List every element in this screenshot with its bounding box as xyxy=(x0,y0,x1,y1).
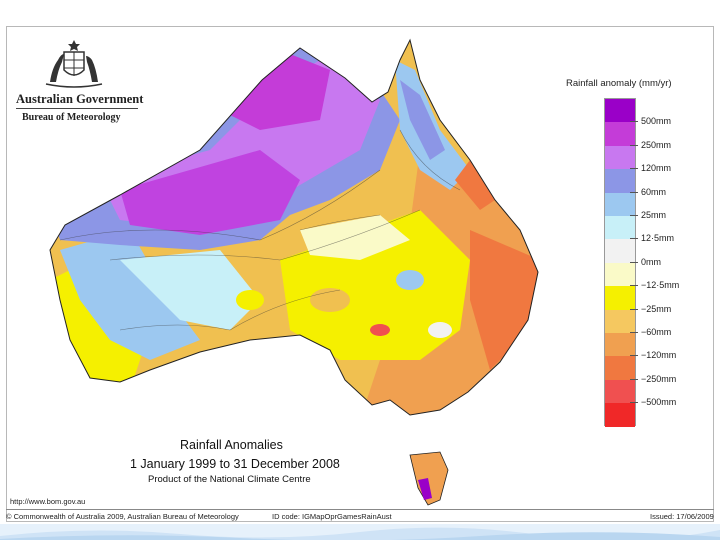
legend-label: 60mm xyxy=(641,186,667,197)
legend-label: 500mm xyxy=(641,116,672,127)
legend-tick xyxy=(630,238,638,240)
map-title: Rainfall Anomalies xyxy=(180,438,283,452)
legend-tick xyxy=(630,332,638,333)
legend-swatch xyxy=(605,356,635,381)
legend-tick xyxy=(630,378,638,380)
legend-swatch xyxy=(605,192,635,217)
legend-tick xyxy=(630,308,638,310)
legend-label: 25mm xyxy=(641,210,667,220)
legend-label: −60mm xyxy=(641,327,672,337)
anomaly-fill xyxy=(50,40,538,415)
map-period: 1 January 1999 to 31 December 2008 xyxy=(130,457,340,471)
divider xyxy=(16,108,138,109)
legend-swatch xyxy=(605,286,635,311)
legend-tick xyxy=(630,355,638,357)
coastline xyxy=(49,38,539,416)
tasmania xyxy=(409,451,449,506)
legend-swatch xyxy=(605,262,635,287)
legend-tick xyxy=(630,261,638,263)
legend-label: −25mm xyxy=(641,303,672,314)
commonwealth-coat-of-arms-icon xyxy=(45,40,103,88)
legend-swatch xyxy=(605,239,635,264)
legend-tick xyxy=(630,402,638,404)
bom-url-link[interactable]: http://www.bom.gov.au xyxy=(10,497,86,506)
legend-label: −120mm xyxy=(641,350,677,361)
government-name: Australian Government xyxy=(16,92,144,106)
legend-swatch xyxy=(605,333,635,357)
id-code: ID code: IGMapOprGamesRainAust xyxy=(272,512,392,521)
legend-swatch xyxy=(605,99,635,123)
legend-label: −250mm xyxy=(641,373,677,384)
contour-lines xyxy=(59,129,461,331)
legend-label: 250mm xyxy=(641,139,672,150)
tasmania-anomaly-cell xyxy=(418,478,432,500)
rainfall-anomaly-map xyxy=(49,38,539,506)
legend-label: −12·5mm xyxy=(641,280,680,291)
bureau-name: Bureau of Meteorology xyxy=(22,112,121,123)
legend-label: 12·5mm xyxy=(641,233,675,244)
legend-title: Rainfall anomaly (mm/yr) xyxy=(566,78,672,89)
legend-swatch xyxy=(605,379,635,404)
legend-label: 120mm xyxy=(641,163,672,174)
legend-tick xyxy=(630,121,638,123)
footer-divider xyxy=(6,509,714,510)
legend-tick xyxy=(630,144,638,146)
legend-swatch xyxy=(605,216,635,240)
issued-date: Issued: 17/06/2009 xyxy=(650,512,714,521)
legend-swatch xyxy=(605,403,635,428)
decorative-band xyxy=(0,524,720,540)
legend-tick xyxy=(630,285,638,287)
legend-label: −500mm xyxy=(641,397,677,408)
legend-swatch xyxy=(605,145,635,170)
legend-swatch xyxy=(605,309,635,334)
legend-swatch xyxy=(605,169,635,194)
legend-tick xyxy=(630,191,638,193)
legend-label: 0mm xyxy=(641,256,661,267)
legend-tick xyxy=(630,168,638,170)
map-product: Product of the National Climate Centre xyxy=(148,474,311,485)
legend-swatch xyxy=(605,122,635,147)
legend-tick xyxy=(630,215,638,216)
copyright-text: © Commonwealth of Australia 2009, Austra… xyxy=(6,512,239,521)
